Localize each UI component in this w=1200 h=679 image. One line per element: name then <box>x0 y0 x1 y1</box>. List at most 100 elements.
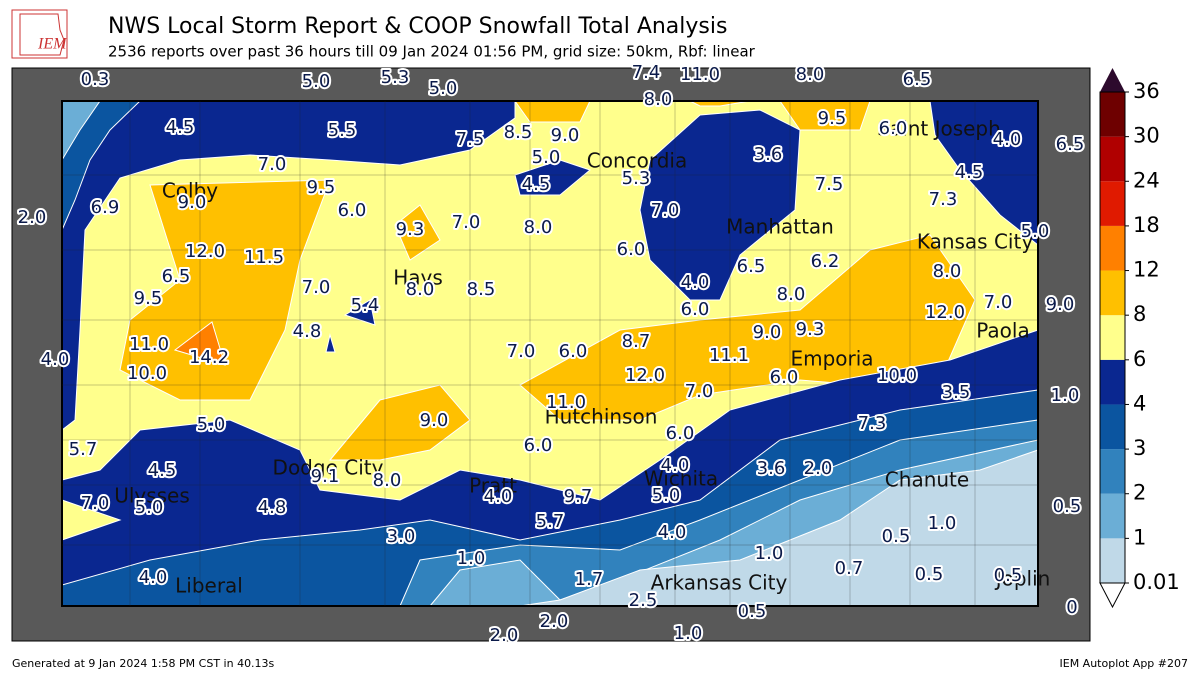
value-label: 2.0 <box>490 625 519 646</box>
city-label: Emporia <box>790 347 873 371</box>
value-label: 6.0 <box>559 341 588 362</box>
value-label: 9.0 <box>753 322 782 343</box>
value-label: 9.0 <box>178 192 207 213</box>
value-label: 7.5 <box>815 174 844 195</box>
value-label: 5.0 <box>429 78 458 99</box>
value-label: 9.5 <box>307 177 336 198</box>
value-label: 11.1 <box>709 345 749 366</box>
value-label: 9.0 <box>1046 294 1075 315</box>
value-label: 8.0 <box>406 279 435 300</box>
value-label: 8.5 <box>504 122 533 143</box>
colorbar-label: 3 <box>1133 436 1146 460</box>
value-label: 4.0 <box>484 486 513 507</box>
logo-box <box>11 9 68 59</box>
colorbar-segment <box>1100 270 1125 316</box>
colorbar-label: 36 <box>1133 79 1160 103</box>
value-label: 6.0 <box>338 200 367 221</box>
value-label: 11.5 <box>244 247 284 268</box>
value-label: 6.2 <box>811 251 840 272</box>
colorbar-label: 0.01 <box>1133 570 1180 594</box>
value-label: 7.0 <box>507 341 536 362</box>
colorbar-segment <box>1100 538 1125 583</box>
value-label: 6.5 <box>903 69 932 90</box>
colorbar-segment <box>1100 493 1125 539</box>
value-label: 4.8 <box>293 321 322 342</box>
city-label: Pratt <box>469 474 517 498</box>
value-label: 5.3 <box>381 67 410 88</box>
value-label: 8.5 <box>467 279 496 300</box>
value-label: 9.0 <box>420 410 449 431</box>
city-label: Paola <box>976 319 1029 343</box>
city-label: Saint Joseph <box>877 117 1001 141</box>
contour-4-6 <box>639 109 801 301</box>
value-label: 7.3 <box>929 189 958 210</box>
colorbar-label: 1 <box>1133 525 1146 549</box>
contour-4-6 <box>325 333 336 353</box>
subtitle: 2536 reports over past 36 hours till 09 … <box>108 43 756 61</box>
colorbar-segment <box>1100 315 1125 360</box>
value-label: 6.0 <box>770 367 799 388</box>
value-label: 0.5 <box>738 601 767 622</box>
city-label: Dodge City <box>273 456 384 480</box>
value-label: 6.0 <box>617 239 646 260</box>
value-label: 5.0 <box>652 485 681 506</box>
value-label: 0.5 <box>994 565 1023 586</box>
value-label: 5.3 <box>622 168 651 189</box>
colorbar-segment <box>1100 225 1125 271</box>
value-label: 12.0 <box>185 241 225 262</box>
value-label: 5.0 <box>197 414 226 435</box>
value-label: 7.3 <box>858 413 887 434</box>
colorbar-label: 18 <box>1133 213 1160 237</box>
value-label: 0.7 <box>835 558 864 579</box>
value-label: 1.0 <box>457 548 486 569</box>
value-label: 1.0 <box>674 623 703 644</box>
value-label: 4.0 <box>658 522 687 543</box>
value-label: 0.5 <box>915 564 944 585</box>
state-border <box>61 100 1039 607</box>
value-label: 8.0 <box>644 89 673 110</box>
value-label: 6.0 <box>879 118 908 139</box>
value-label: 7.0 <box>302 277 331 298</box>
value-label: 0.3 <box>81 69 110 90</box>
value-label: 4.5 <box>522 174 551 195</box>
city-label: Ulysses <box>114 484 190 508</box>
value-label: 9.3 <box>396 219 425 240</box>
value-label: 6.5 <box>737 256 766 277</box>
footer-left: Generated at 9 Jan 2024 1:58 PM CST in 4… <box>12 657 275 670</box>
colorbar-label: 8 <box>1133 302 1146 326</box>
value-label: 6.5 <box>1056 134 1085 155</box>
value-label: 7.0 <box>452 212 481 233</box>
colorbar-label: 2 <box>1133 481 1146 505</box>
city-label: Kansas City <box>917 230 1034 254</box>
colorbar-segment <box>1100 404 1125 450</box>
value-label: 6.5 <box>162 266 191 287</box>
colorbar-label: 12 <box>1133 258 1160 282</box>
value-label: 7.0 <box>651 200 680 221</box>
value-label: 1.0 <box>755 543 784 564</box>
value-label: 12.0 <box>925 302 965 323</box>
value-label: 3.0 <box>387 526 416 547</box>
value-label: 6.0 <box>681 299 710 320</box>
value-label: 9.0 <box>551 125 580 146</box>
contour-8-12 <box>394 204 441 261</box>
value-label: 0 <box>1066 597 1077 618</box>
value-label: 6.0 <box>524 435 553 456</box>
value-label: 4.5 <box>955 162 984 183</box>
value-label: 14.2 <box>189 347 229 368</box>
city-label: Hutchinson <box>545 405 658 429</box>
value-label: 7.0 <box>81 493 110 514</box>
colorbar-frame <box>1099 91 1126 584</box>
value-label: 4.8 <box>258 497 287 518</box>
map-labels: Colby Hays Concordia Manhattan Saint Joseph K… <box>16 60 1087 648</box>
value-label: 4.5 <box>166 117 195 138</box>
value-label: 5.0 <box>1021 221 1050 242</box>
title: NWS Local Storm Report & COOP Snowfall T… <box>108 14 727 39</box>
value-label: 4.0 <box>139 567 168 588</box>
colorbar-segment <box>1100 181 1125 226</box>
colorbar-label: 4 <box>1133 391 1146 415</box>
value-label: 7.0 <box>685 381 714 402</box>
value-label: 8.0 <box>933 261 962 282</box>
value-label: 5.0 <box>302 71 331 92</box>
contour-4-6 <box>514 159 592 196</box>
